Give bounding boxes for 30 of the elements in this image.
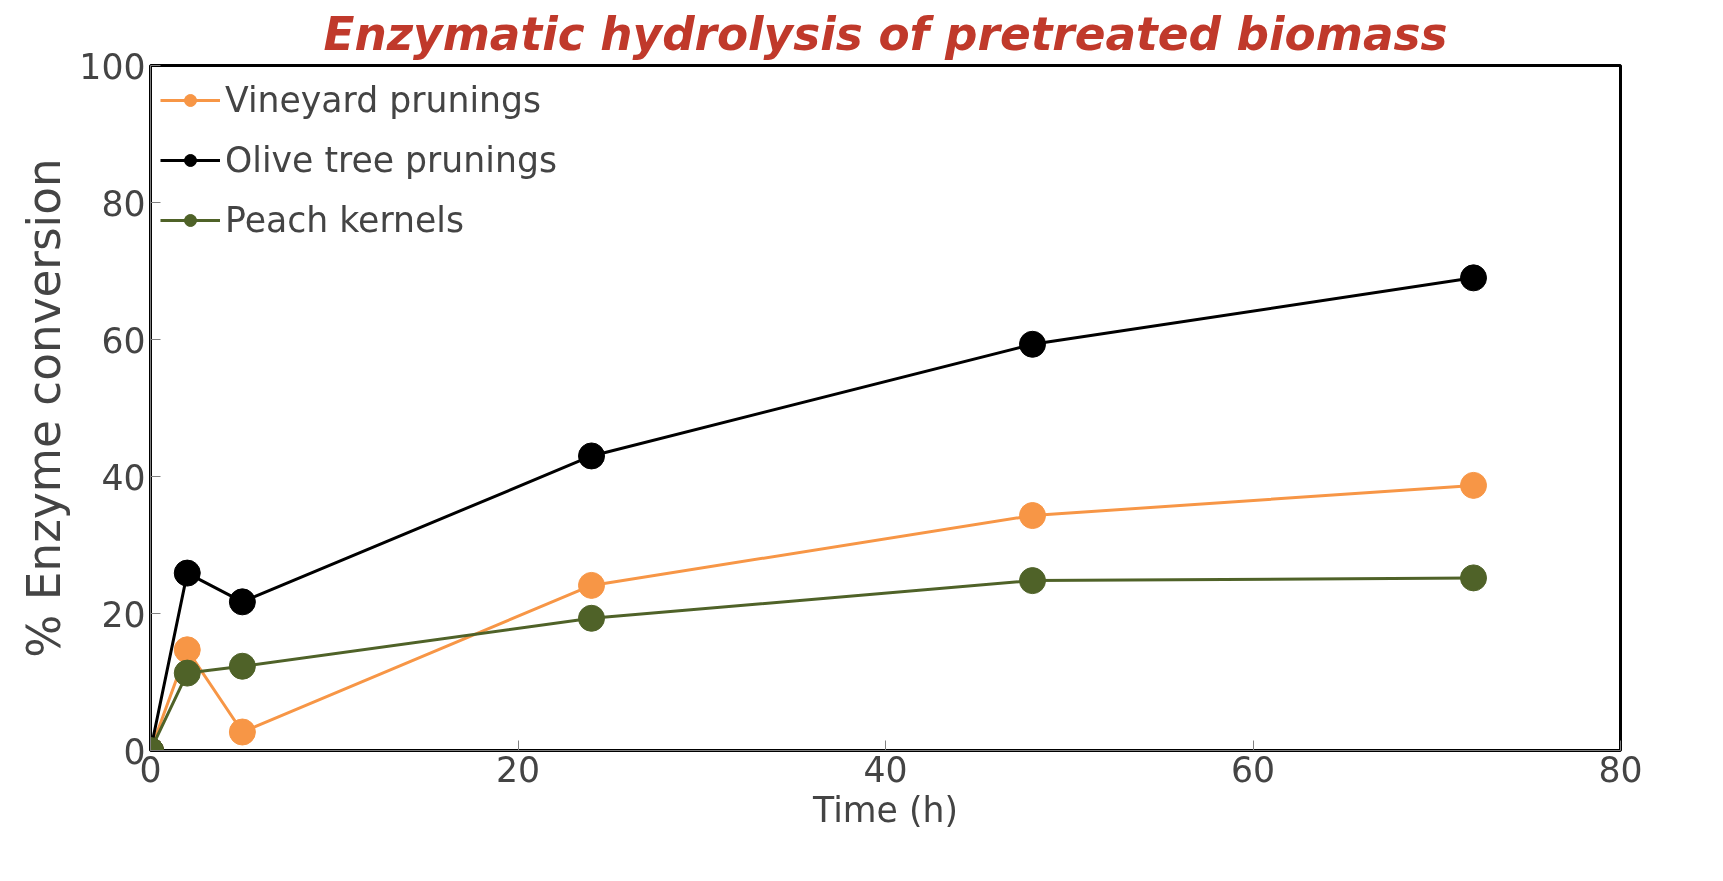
x-tick-label: 20	[495, 749, 541, 790]
legend-label: Peach kernels	[225, 199, 465, 242]
point	[1460, 471, 1487, 499]
y-axis-title: % Enzyme conversion	[18, 158, 72, 658]
point	[578, 604, 605, 632]
point	[578, 442, 605, 470]
point	[228, 652, 256, 680]
y-tick-label: 20	[101, 594, 146, 635]
point	[1019, 502, 1046, 530]
point	[228, 718, 256, 746]
x-tick-label: 60	[1230, 749, 1276, 790]
y-tick-label: 40	[101, 457, 146, 498]
x-axis-title: Time (h)	[812, 789, 958, 830]
point	[173, 559, 201, 587]
point	[1460, 564, 1487, 592]
point	[173, 659, 201, 687]
chart-title: Enzymatic hydrolysis of pretreated biomass	[323, 7, 1448, 61]
x-tick-label: 80	[1598, 749, 1643, 790]
y-tick-label: 60	[101, 320, 146, 361]
point	[173, 636, 201, 664]
y-tick-label: 100	[79, 46, 146, 87]
legend-label: Olive tree prunings	[225, 139, 557, 182]
point	[1019, 330, 1046, 358]
legend-label: Vineyard prunings	[225, 79, 542, 122]
point	[228, 588, 256, 616]
point	[578, 571, 605, 599]
point	[1019, 567, 1046, 595]
y-tick-label: 80	[101, 183, 146, 224]
point	[1460, 264, 1487, 292]
x-tick-label: 40	[863, 749, 908, 790]
